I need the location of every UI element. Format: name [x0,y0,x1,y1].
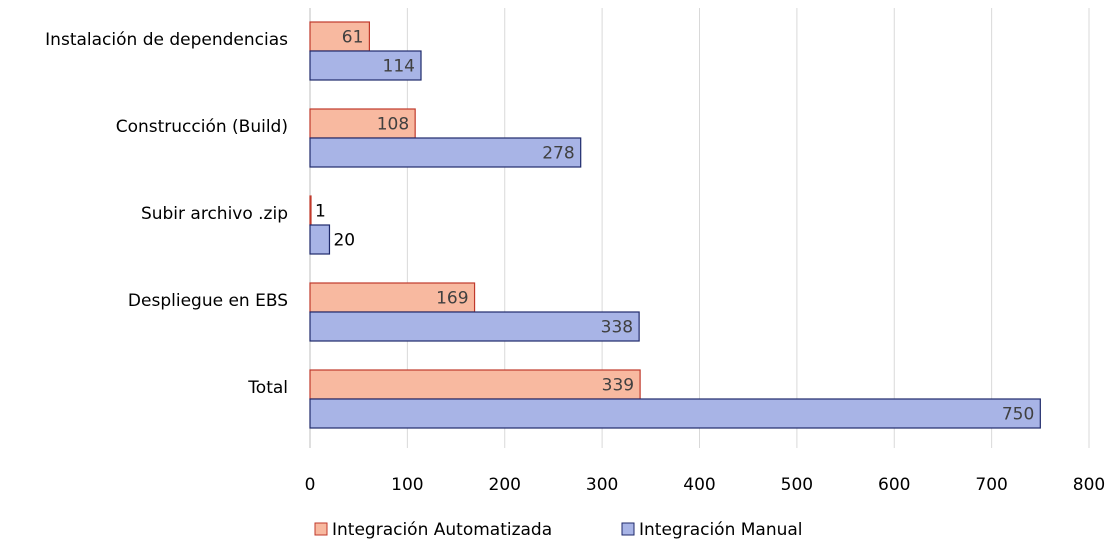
legend-swatch [621,522,635,536]
category-label: Construcción (Build) [116,117,288,137]
data-label: 61 [342,28,364,48]
bar-manual [309,50,422,81]
x-tick-label: 700 [975,475,1007,495]
legend-label: Integración Manual [639,520,803,540]
data-label: 169 [436,289,468,309]
x-tick-label: 300 [586,475,618,495]
bar-automatizada [309,195,312,226]
category-label: Subir archivo .zip [141,204,288,224]
legend-swatch [314,522,328,536]
bar-manual [309,311,640,342]
bar-automatizada [309,369,641,400]
data-label: 339 [602,376,634,396]
x-tick-label: 400 [683,475,715,495]
x-tick-label: 200 [489,475,521,495]
category-label: Despliegue en EBS [128,291,288,311]
data-label: 750 [1002,405,1034,425]
data-label: 108 [377,115,409,135]
category-label: Total [247,378,288,398]
x-tick-label: 800 [1073,475,1105,495]
category-label: Instalación de dependencias [45,30,288,50]
data-label: 20 [333,231,355,251]
legend-label: Integración Automatizada [332,520,552,540]
x-tick-label: 100 [391,475,423,495]
bar-manual [309,137,582,168]
data-label: 338 [601,318,633,338]
data-label: 278 [542,144,574,164]
x-tick-label: 500 [781,475,813,495]
bar-manual [309,398,1041,429]
bar-manual [309,224,331,255]
x-tick-label: 0 [305,475,316,495]
bar-automatizada [309,21,370,52]
x-tick-label: 600 [878,475,910,495]
data-label: 114 [383,57,415,77]
data-label: 1 [315,202,326,222]
